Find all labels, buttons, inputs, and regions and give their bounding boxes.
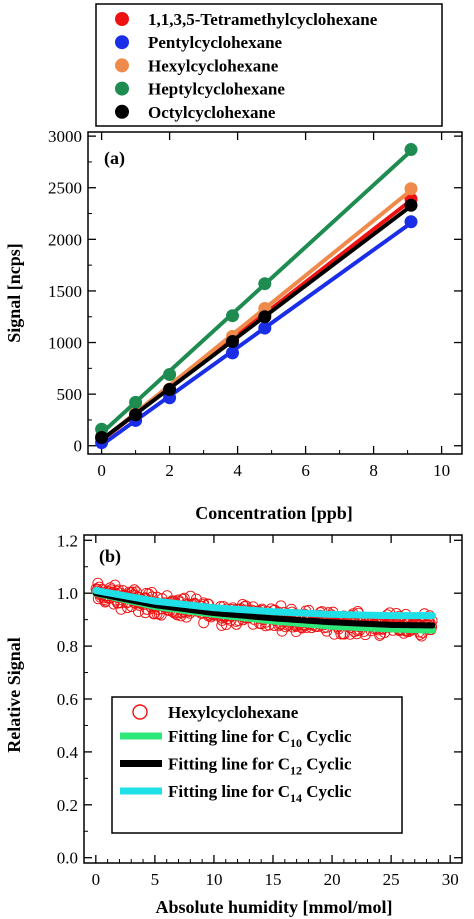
- data-marks-b: [90, 577, 438, 642]
- x-tick-label-a: 4: [233, 461, 242, 480]
- point-series-5: [95, 430, 109, 444]
- x-tick-label-b: 30: [442, 870, 459, 889]
- legend-b-label-suffix: Cyclic: [302, 755, 352, 774]
- y-tick-label-b: 0.0: [57, 849, 78, 868]
- point-series-3: [404, 182, 418, 196]
- fit-line-series-4: [100, 149, 413, 435]
- legend-b-label-suffix: Cyclic: [302, 727, 352, 746]
- legend-a-marker-3: [115, 58, 129, 73]
- x-axis-label-a: Concentration [ppb]: [195, 503, 353, 523]
- y-tick-label-b: 1.0: [57, 584, 78, 603]
- legend-b-label-14: Fitting line for C14 Cyclic: [168, 782, 352, 805]
- fit-line-series-2: [100, 221, 413, 447]
- y-tick-label-a: 1000: [48, 334, 82, 353]
- y-tick-label-b: 0.8: [57, 637, 78, 656]
- legend-b-label-prefix: Fitting line for C: [168, 727, 290, 746]
- x-tick-label-b: 0: [92, 870, 101, 889]
- legend-a-marker-2: [115, 35, 129, 50]
- legend-a-label-4: Heptylcyclohexane: [148, 80, 285, 99]
- panel-label-b: (b): [99, 546, 121, 567]
- x-tick-label-b: 15: [265, 870, 282, 889]
- y-tick-label-a: 2000: [48, 230, 82, 249]
- data-marks-a: [95, 143, 418, 450]
- y-tick-label-b: 0.2: [57, 796, 78, 815]
- point-series-4: [129, 395, 143, 409]
- legend-b-marker-scatter: [132, 704, 148, 720]
- y-axis-label-a: Signal [ncps]: [4, 243, 24, 343]
- x-tick-label-a: 8: [369, 461, 378, 480]
- x-tick-label-a: 0: [97, 461, 106, 480]
- scatter-point: [115, 603, 127, 615]
- y-tick-label-a: 2500: [48, 179, 82, 198]
- legend-a-marker-4: [115, 81, 129, 96]
- y-tick-label-a: 500: [57, 385, 83, 404]
- legend-a-marker-5: [115, 104, 129, 119]
- point-series-4: [404, 143, 418, 157]
- x-tick-label-b: 25: [383, 870, 400, 889]
- y-tick-label-a: 0: [74, 437, 83, 456]
- x-tick-label-b: 20: [324, 870, 341, 889]
- legend-b-label-10: Fitting line for C10 Cyclic: [168, 727, 352, 750]
- fit-line-series-5: [100, 204, 413, 442]
- legend-b-label-subscript: 12: [290, 764, 302, 778]
- legend-b-label-scatter: Hexylcyclohexane: [168, 703, 299, 722]
- x-tick-label-a: 2: [165, 461, 174, 480]
- fit-line-c12: [92, 590, 436, 629]
- y-tick-label-b: 0.4: [57, 743, 79, 762]
- x-tick-label-b: 5: [151, 870, 160, 889]
- legend-b-label-subscript: 14: [290, 791, 302, 805]
- y-axis-label-b: Relative Signal: [4, 637, 24, 753]
- point-series-5: [163, 382, 177, 396]
- point-series-5: [226, 335, 239, 349]
- x-tick-label-b: 10: [205, 870, 222, 889]
- legend-b-label-prefix: Fitting line for C: [168, 755, 290, 774]
- legend-b-label-12: Fitting line for C12 Cyclic: [168, 755, 352, 778]
- point-series-5: [258, 310, 272, 324]
- y-tick-label-a: 1500: [48, 282, 82, 301]
- legend-a-label-5: Octylcyclohexane: [148, 103, 276, 122]
- x-axis-label-b: Absolute humidity [mmol/mol]: [155, 897, 392, 917]
- legend-a: [95, 3, 443, 127]
- axes-ticks-a: 0 2 4 6 8 10 0 500 1000 1500 2000 2500 3000: [48, 127, 462, 480]
- legend-a-marker-1: [115, 12, 129, 26]
- legend-a-items: 1,1,3,5-Tetramethylcyclohexane Pentylcycl…: [115, 10, 378, 122]
- legend-a-label-2: Pentylcyclohexane: [148, 33, 283, 52]
- legend-b-label-prefix: Fitting line for C: [168, 782, 290, 801]
- legend-b-label-subscript: 10: [290, 736, 302, 750]
- legend-a-label-3: Hexylcyclohexane: [148, 56, 279, 75]
- legend-b-label-suffix: Cyclic: [302, 782, 352, 801]
- scatter-point: [132, 606, 144, 617]
- x-tick-label-a: 10: [433, 461, 450, 480]
- scatter-point: [276, 625, 288, 637]
- point-series-2: [226, 346, 239, 360]
- axes-ticks-b: 0 5 10 15 20 25 30 0.0 0.2 0.4 0.6 0.8 1.0 1.2: [57, 531, 462, 889]
- point-series-5: [404, 198, 418, 212]
- panel-b: 0 5 10 15 20 25 30 0.0 0.2 0.4 0.6 0.8 1.0 1.2 (b) He…: [4, 531, 463, 917]
- point-series-5: [129, 408, 143, 422]
- legend-a-label-1: 1,1,3,5-Tetramethylcyclohexane: [148, 10, 378, 29]
- point-series-4: [226, 309, 239, 323]
- point-series-2: [258, 321, 272, 335]
- panel-label-a: (a): [104, 148, 125, 169]
- x-tick-label-a: 6: [301, 461, 310, 480]
- point-series-4: [163, 368, 177, 382]
- y-tick-label-b: 0.6: [57, 690, 78, 709]
- y-tick-label-b: 1.2: [57, 531, 78, 550]
- point-series-2: [404, 215, 418, 229]
- panel-a: 1,1,3,5-Tetramethylcyclohexane Pentylcycl…: [4, 3, 463, 523]
- point-series-4: [258, 277, 272, 291]
- y-tick-label-a: 3000: [48, 127, 82, 146]
- plot-frame-a: [87, 131, 463, 455]
- fit-line-c14: [92, 587, 436, 620]
